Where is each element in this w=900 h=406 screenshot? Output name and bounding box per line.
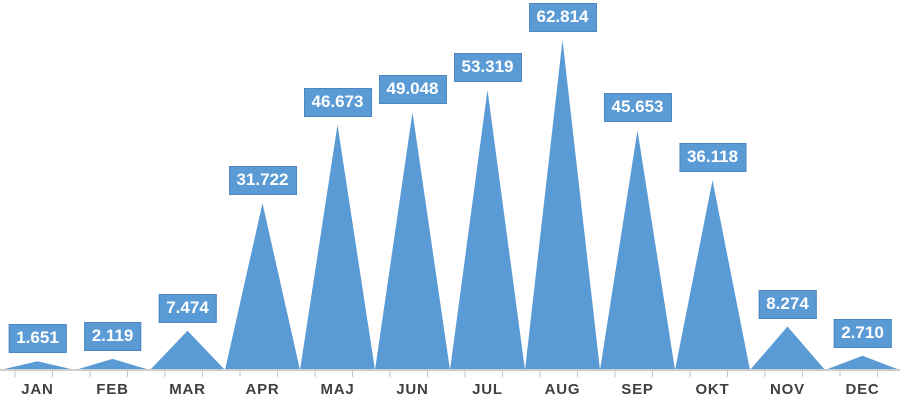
peak-shape-jul [450, 89, 525, 371]
peak-shape-jun [375, 112, 450, 371]
peak-shape-dec [825, 355, 900, 370]
peak-shape-jan [0, 361, 75, 370]
peak-shape-nov [750, 326, 825, 370]
peak-shape-mar [150, 330, 225, 370]
peak-shape-apr [225, 203, 300, 370]
peak-shape-sep [600, 130, 675, 370]
peak-shape-maj [300, 124, 375, 370]
peak-shape-feb [75, 358, 150, 370]
peak-shape-okt [675, 180, 750, 370]
peak-shape-aug [525, 40, 600, 370]
